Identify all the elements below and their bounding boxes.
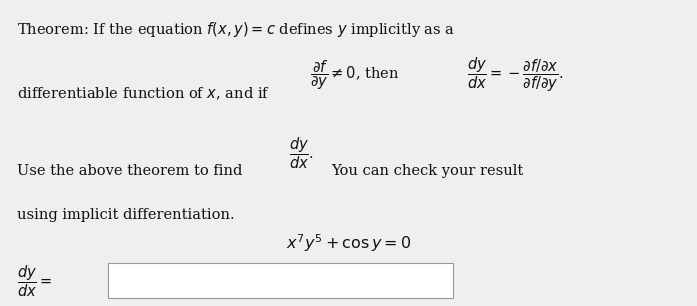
Text: $x^7y^5 + \cos y = 0$: $x^7y^5 + \cos y = 0$ (286, 233, 411, 254)
Text: $\dfrac{dy}{dx}$.: $\dfrac{dy}{dx}$. (289, 135, 314, 171)
Text: differentiable function of $x$, and if: differentiable function of $x$, and if (17, 86, 270, 102)
Text: Theorem: If the equation $f(x, y) = c$ defines $y$ implicitly as a: Theorem: If the equation $f(x, y) = c$ d… (17, 20, 456, 39)
Text: Use the above theorem to find: Use the above theorem to find (17, 164, 243, 178)
FancyBboxPatch shape (108, 263, 453, 298)
Text: You can check your result: You can check your result (331, 164, 523, 178)
Text: $\dfrac{dy}{dx} =$: $\dfrac{dy}{dx} =$ (17, 263, 53, 299)
Text: $\dfrac{\partial f}{\partial y} \neq 0$, then: $\dfrac{\partial f}{\partial y} \neq 0$,… (310, 58, 400, 92)
Text: using implicit differentiation.: using implicit differentiation. (17, 208, 235, 222)
Text: $\dfrac{dy}{dx} = -\dfrac{\partial f/\partial x}{\partial f/\partial y}$.: $\dfrac{dy}{dx} = -\dfrac{\partial f/\pa… (467, 56, 564, 94)
